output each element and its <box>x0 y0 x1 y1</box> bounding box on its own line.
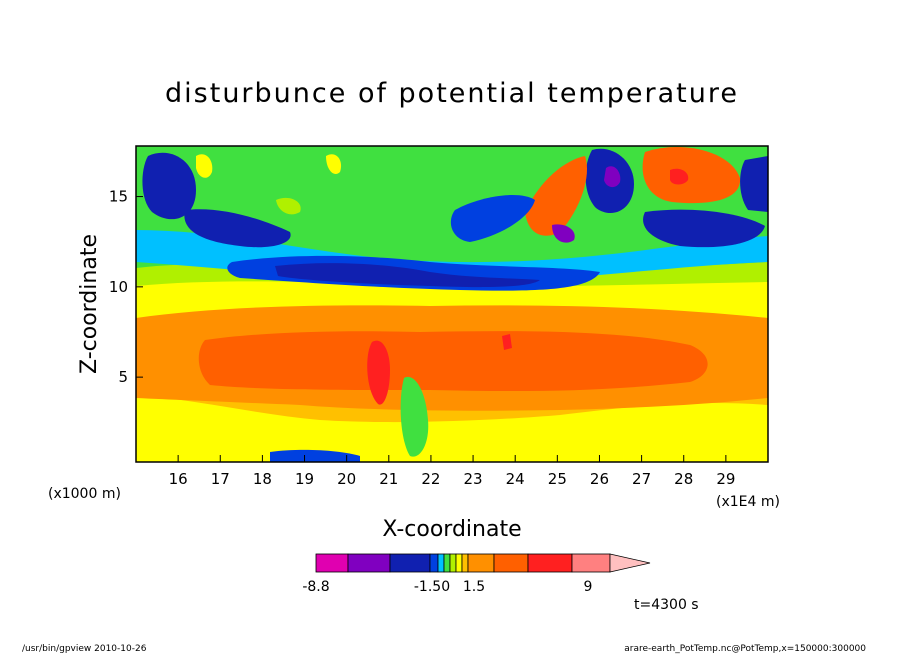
x-tick-label: 17 <box>211 470 230 488</box>
x-axis-unit: (x1E4 m) <box>716 494 780 510</box>
field-yellow-pocket-2 <box>326 154 342 175</box>
y-axis: 5 10 15 <box>109 188 143 386</box>
field-yellow-pocket-1 <box>196 154 213 178</box>
colorbar-segment <box>527 553 573 573</box>
colorbar-label-min: -8.8 <box>302 579 329 595</box>
x-axis-title: X-coordinate <box>382 517 521 542</box>
colorbar-segment <box>389 553 431 573</box>
colorbar-segment <box>449 553 457 573</box>
y-axis-title: Z-coordinate <box>77 234 102 374</box>
field-orange-cell <box>642 147 741 204</box>
field-orange-cell-core <box>670 168 689 185</box>
x-tick-label: 19 <box>295 470 314 488</box>
footer-right: arare-earth_PotTemp.nc@PotTemp,x=150000:… <box>624 644 866 654</box>
x-tick-label: 16 <box>169 470 188 488</box>
y-tick-label: 15 <box>109 188 128 206</box>
colorbar-segment <box>455 553 463 573</box>
field-right-edge-blue <box>740 156 768 212</box>
field-red-core <box>367 340 390 405</box>
field-yellowgreen-pocket <box>276 197 301 215</box>
x-tick-label: 22 <box>421 470 440 488</box>
colorbar-label-neg: -1.50 <box>414 579 450 595</box>
colorbar-segment <box>571 553 611 573</box>
field-center-blue <box>450 195 535 242</box>
y-tick-label: 10 <box>109 278 128 296</box>
field-lower-yellow <box>136 395 768 462</box>
time-label: t=4300 s <box>634 597 699 613</box>
field-orange-streak <box>525 156 588 236</box>
chart-title: disturbunce of potential temperature <box>165 78 739 109</box>
x-tick-label: 20 <box>337 470 356 488</box>
x-axis: 16 17 18 19 20 21 22 23 24 25 26 27 28 29 <box>169 455 735 488</box>
colorbar-segment <box>493 553 529 573</box>
plot-frame <box>135 145 769 463</box>
y-axis-unit: (x1000 m) <box>48 486 121 502</box>
x-tick-label: 25 <box>548 470 567 488</box>
field-left-vortex <box>142 152 196 220</box>
colorbar-segment <box>467 553 495 573</box>
colorbar-label-max: 9 <box>584 579 593 595</box>
footer-left: /usr/bin/gpview 2010-10-26 <box>22 644 147 654</box>
x-tick-label: 26 <box>590 470 609 488</box>
field-navy-layer <box>275 263 540 288</box>
colorbar <box>315 553 651 573</box>
colorbar-label-pos: 1.5 <box>463 579 485 595</box>
field-red-spot <box>502 334 512 350</box>
x-tick-label: 21 <box>379 470 398 488</box>
x-tick-label: 23 <box>464 470 483 488</box>
x-tick-label: 18 <box>253 470 272 488</box>
x-tick-label: 28 <box>674 470 693 488</box>
colorbar-segment <box>443 553 451 573</box>
field-purple-spot <box>552 224 575 243</box>
x-tick-label: 29 <box>716 470 735 488</box>
field-right-vortex-core <box>604 166 621 188</box>
colorbar-segment <box>429 553 439 573</box>
x-tick-label: 27 <box>632 470 651 488</box>
colorbar-segment <box>461 553 469 573</box>
colorbar-segment <box>347 553 391 573</box>
x-tick-label: 24 <box>506 470 525 488</box>
colorbar-segment <box>315 553 349 573</box>
contour-field <box>136 146 768 462</box>
y-tick-label: 5 <box>118 368 128 386</box>
field-ground-blue <box>270 449 360 462</box>
field-right-trough <box>643 209 765 248</box>
colorbar-arrow <box>609 553 651 573</box>
colorbar-segment <box>437 553 445 573</box>
field-green-plume <box>400 376 429 457</box>
field-left-trough <box>184 209 291 248</box>
field-deep-orange <box>198 331 708 392</box>
